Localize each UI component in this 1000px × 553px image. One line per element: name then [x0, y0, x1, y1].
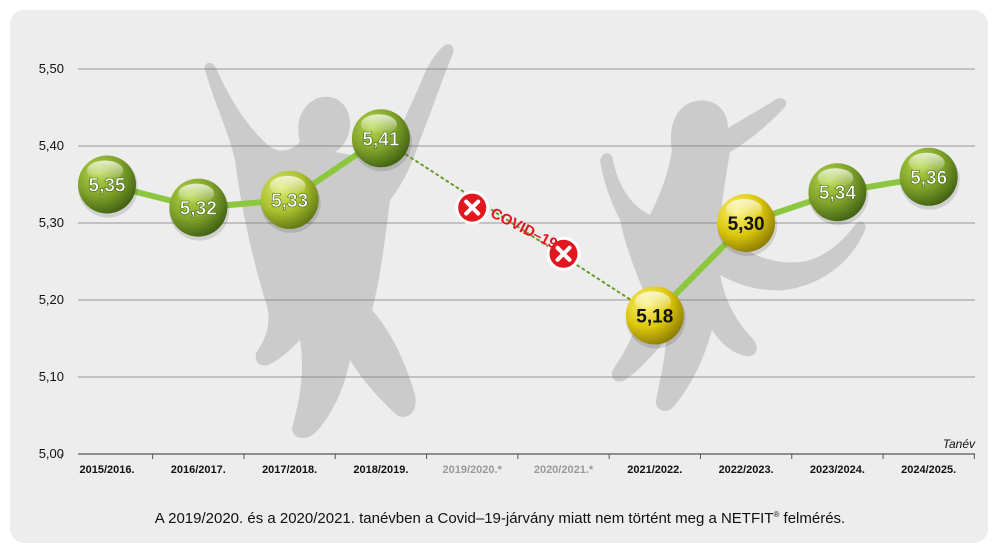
footnote-text-end: felmérés. — [779, 510, 846, 527]
x-tick-labels: 2015/2016. 2016/2017. 2017/2018. 2018/2019.… — [60, 454, 975, 476]
y-tick-label: 5,10 — [39, 369, 64, 384]
gap-dotted-line — [379, 137, 656, 317]
x-tick-label: 2017/2018. — [262, 464, 317, 476]
y-tick-label: 5,00 — [39, 446, 64, 461]
covid-gap — [379, 137, 656, 317]
x-tick-label: 2015/2016. — [79, 464, 134, 476]
data-label: 5,32 — [180, 199, 217, 220]
x-tick-label: 2018/2019. — [353, 464, 408, 476]
y-tick-labels: 5,00 5,10 5,20 5,30 5,40 5,50 — [39, 61, 64, 461]
covid-annotation: COVID–19 — [488, 205, 560, 253]
jumping-child-silhouette-left — [204, 44, 454, 439]
registered-mark: ® — [773, 510, 780, 519]
footnote-text: A 2019/2020. és a 2020/2021. tanévben a … — [154, 510, 774, 527]
data-label: 5,18 — [636, 306, 673, 327]
x-tick-label: 2020/2021.* — [534, 464, 594, 476]
x-tick-label: 2016/2017. — [171, 464, 226, 476]
y-gridlines — [78, 68, 975, 455]
x-tick-label: 2024/2025. — [901, 464, 956, 476]
data-label: 5,34 — [819, 183, 856, 204]
close-icon — [555, 245, 572, 262]
x-tick-label: 2023/2024. — [810, 464, 865, 476]
x-tick-label: 2019/2020.* — [443, 464, 503, 476]
y-tick-label: 5,30 — [39, 215, 64, 230]
data-point: 5,30 — [717, 194, 778, 256]
data-label: 5,35 — [89, 176, 126, 197]
x-tick-label: 2022/2023. — [719, 464, 774, 476]
data-label: 5,33 — [271, 191, 308, 212]
jumping-child-silhouette-right — [600, 98, 866, 412]
data-point: 5,32 — [169, 178, 230, 241]
data-label: 5,36 — [910, 168, 947, 189]
close-icon — [464, 199, 481, 216]
data-point: 5,35 — [78, 155, 138, 218]
data-point: 5,18 — [625, 286, 686, 349]
x-axis-title: Tanév — [943, 437, 976, 451]
data-point: 5,33 — [260, 170, 321, 233]
footnote: A 2019/2020. és a 2020/2021. tanévben a … — [0, 510, 1000, 527]
missing-data-marker — [455, 190, 490, 225]
y-tick-label: 5,50 — [39, 61, 64, 76]
y-tick-label: 5,20 — [39, 292, 64, 307]
data-point: 5,34 — [808, 163, 869, 226]
data-label: 5,30 — [728, 214, 765, 235]
data-points: 5,35 5,32 5,33 5,41 5,18 5,30 5,34 5,36 — [78, 109, 960, 349]
data-label: 5,41 — [362, 129, 399, 150]
x-tick-label: 2021/2022. — [627, 464, 682, 476]
data-point: 5,41 — [351, 109, 412, 172]
y-tick-label: 5,40 — [39, 138, 64, 153]
data-point: 5,36 — [899, 147, 960, 210]
missing-data-marker — [546, 236, 581, 271]
